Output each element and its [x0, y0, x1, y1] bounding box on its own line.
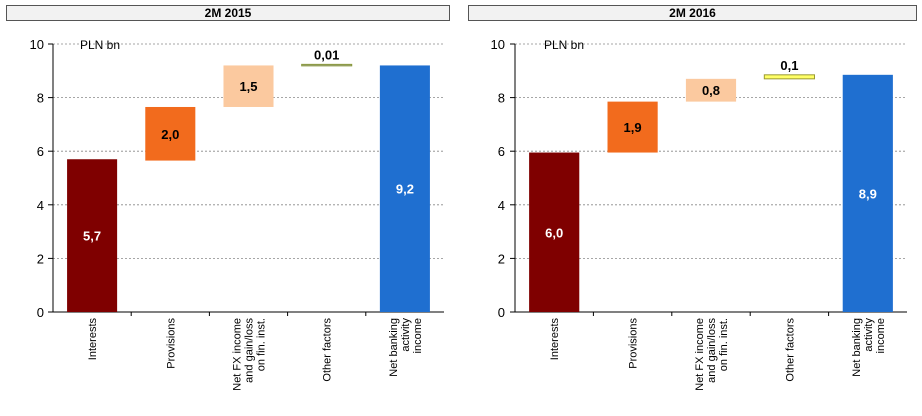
data-label: 2,0	[161, 127, 179, 142]
y-tick-label: 0	[498, 305, 505, 320]
y-tick-label: 2	[498, 251, 505, 266]
category-label-line: Interests	[87, 318, 99, 361]
data-label: 8,9	[859, 186, 877, 201]
y-tick-label: 4	[498, 198, 505, 213]
category-label-line: Provisions	[628, 318, 640, 369]
bar	[223, 65, 274, 107]
category-label-line: activity	[400, 318, 412, 352]
bar	[67, 159, 118, 312]
category-label: Other factors	[784, 318, 796, 382]
y-tick-label: 4	[37, 198, 44, 213]
y-tick-label: 10	[491, 37, 505, 52]
data-label: 1,9	[624, 120, 642, 135]
y-tick-label: 0	[37, 305, 44, 320]
y-tick-label: 6	[37, 144, 44, 159]
category-label-line: on fin. inst.	[256, 318, 268, 371]
bar	[529, 152, 580, 312]
y-tick-label: 2	[37, 251, 44, 266]
data-label: 6,0	[545, 225, 563, 240]
category-label-line: Net FX income	[694, 318, 706, 391]
waterfall-chart-2016: 0 2 4 6 8 10 PLN bn 6,0 1,9 0,8 0,1 8,9 Interests Pro…	[491, 37, 907, 391]
data-label: 5,7	[83, 229, 101, 244]
y-tick-label: 6	[498, 144, 505, 159]
bar	[842, 74, 893, 312]
bar	[301, 63, 353, 67]
category-label-line: Other factors	[784, 318, 796, 382]
category-label: Interests	[549, 318, 561, 361]
category-label-line: income	[412, 318, 424, 353]
category-label-line: Interests	[549, 318, 561, 361]
bar	[685, 78, 737, 102]
category-label: Net banking activity income	[388, 318, 424, 377]
category-label: Other factors	[322, 318, 334, 382]
bar	[145, 106, 196, 161]
category-label-line: and gain/loss	[706, 318, 718, 383]
category-label-line: Provisions	[165, 318, 177, 369]
data-label: 0,8	[702, 83, 720, 98]
data-label: 9,2	[396, 182, 414, 197]
chart-title: 2M 2016	[468, 5, 917, 21]
category-label: Interests	[87, 318, 99, 361]
category-label-line: Net FX income	[232, 318, 244, 391]
chart-panel-2016: 2M 2016 0 2 4 6 8 10 PLN bn 6,0 1,9 0,8 0,1 8,9 Inte…	[463, 0, 922, 416]
waterfall-chart-2015: 0 2 4 6 8 10 PLN bn 5,7 2,0 1,5 0,01 9,2 Interests Pr…	[30, 37, 444, 391]
category-label-line: on fin. inst.	[718, 318, 730, 371]
bar	[607, 101, 658, 153]
bar	[379, 65, 430, 312]
category-label: Net FX income and gain/loss on fin. inst.	[694, 318, 730, 391]
unit-label: PLN bn	[80, 38, 120, 52]
y-tick-label: 10	[30, 37, 44, 52]
data-label: 1,5	[239, 79, 257, 94]
data-label: 0,1	[780, 58, 798, 73]
category-label-line: activity	[863, 318, 875, 352]
chart-panel-2015: 2M 2015 0 2 4 6 8 10 PLN bn 5,7 2,0 1,5 0,01 9,2 Int…	[0, 0, 450, 416]
category-label: Provisions	[628, 318, 640, 369]
category-label: Net banking activity income	[851, 318, 887, 377]
category-label-line: Net banking	[388, 318, 400, 377]
chart-title: 2M 2015	[6, 5, 450, 21]
category-label-line: income	[875, 318, 887, 353]
category-label: Net FX income and gain/loss on fin. inst.	[232, 318, 268, 391]
y-tick-label: 8	[37, 91, 44, 106]
category-label-line: Other factors	[322, 318, 334, 382]
data-label: 0,01	[314, 47, 339, 62]
category-label-line: Net banking	[851, 318, 863, 377]
bar	[763, 74, 815, 80]
unit-label: PLN bn	[544, 38, 584, 52]
category-label-line: and gain/loss	[244, 318, 256, 383]
y-tick-label: 8	[498, 91, 505, 106]
category-label: Provisions	[165, 318, 177, 369]
